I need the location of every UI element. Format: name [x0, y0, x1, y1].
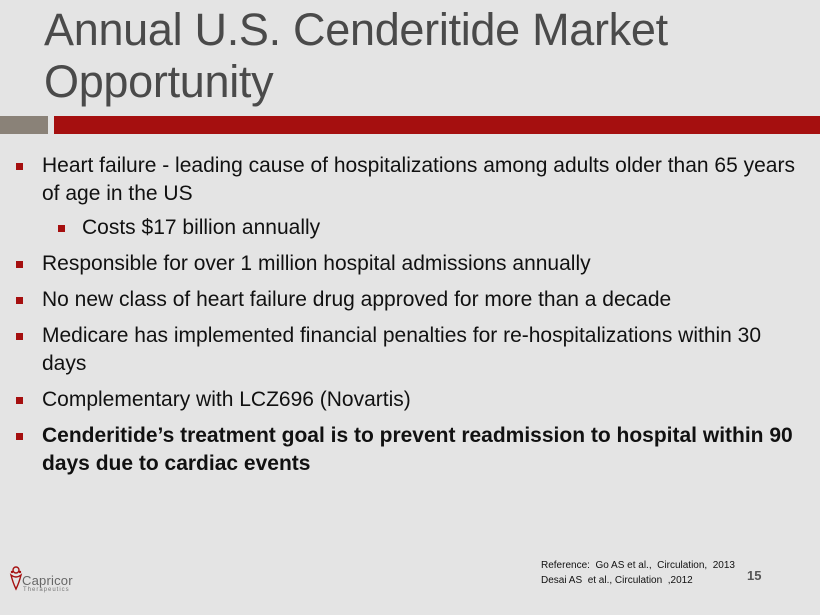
bullet-text: No new class of heart failure drug appro… [42, 288, 672, 311]
reference-line: Reference: Go AS et al., Circulation, 20… [541, 560, 735, 571]
sub-bullet-item: Costs $17 billion annually [14, 214, 804, 242]
bullet-item: No new class of heart failure drug appro… [14, 286, 804, 314]
logo-wordmark: Capricor [22, 573, 73, 588]
square-bullet-icon [58, 225, 65, 232]
square-bullet-icon [16, 333, 23, 340]
bullet-text: Complementary with LCZ696 (Novartis) [42, 388, 411, 411]
bullet-item: Responsible for over 1 million hospital … [14, 250, 804, 278]
company-logo: Capricor Therapeutics [8, 565, 88, 601]
bullet-text: Responsible for over 1 million hospital … [42, 252, 591, 275]
reference-line: Desai AS et al., Circulation ,2012 [541, 575, 693, 586]
reference-note: Reference: Go AS et al., Circulation, 20… [541, 558, 735, 588]
square-bullet-icon [16, 433, 23, 440]
logo-subtitle: Therapeutics [23, 587, 70, 593]
bullet-item: Complementary with LCZ696 (Novartis) [14, 386, 804, 414]
bullet-text: Costs $17 billion annually [82, 216, 321, 239]
capricor-logo-icon [9, 566, 23, 591]
slide-title: Annual U.S. Cenderitide Market Opportuni… [44, 4, 668, 107]
bullet-text: Medicare has implemented financial penal… [42, 324, 762, 375]
title-divider-red [54, 116, 820, 134]
bullet-text: Cenderitide’s treatment goal is to preve… [42, 424, 793, 475]
square-bullet-icon [16, 261, 23, 268]
square-bullet-icon [16, 297, 23, 304]
bullet-list: Heart failure - leading cause of hospita… [14, 152, 804, 486]
page-number: 15 [747, 568, 762, 583]
title-divider-gray [0, 116, 48, 134]
square-bullet-icon [16, 163, 23, 170]
bullet-text: Heart failure - leading cause of hospita… [42, 154, 795, 205]
square-bullet-icon [16, 397, 23, 404]
bullet-item-emphasis: Cenderitide’s treatment goal is to preve… [14, 422, 804, 478]
bullet-item: Medicare has implemented financial penal… [14, 322, 804, 378]
bullet-item: Heart failure - leading cause of hospita… [14, 152, 804, 208]
